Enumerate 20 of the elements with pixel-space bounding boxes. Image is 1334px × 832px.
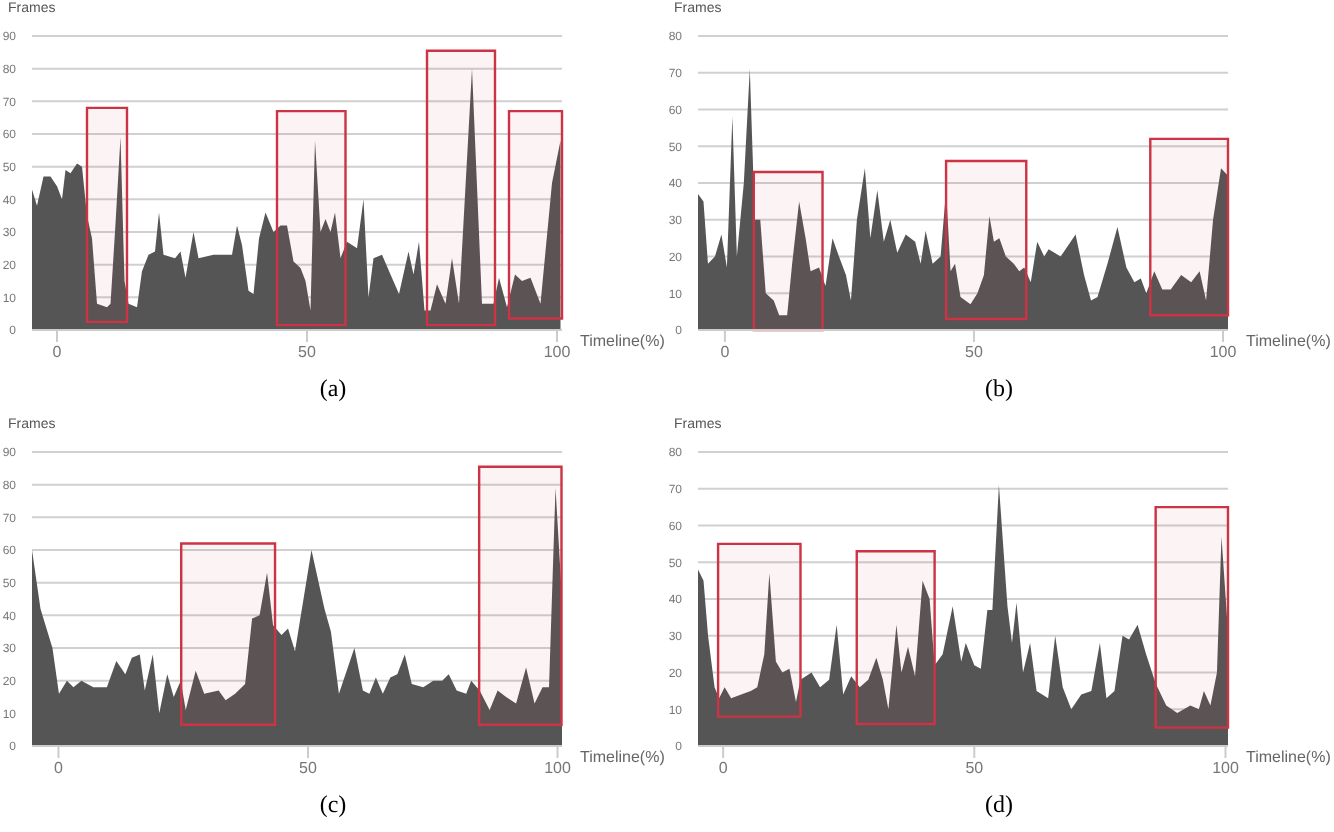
x-tick-label: 50 [965,759,985,778]
x-tick-label: 100 [543,343,572,362]
text: (a) [317,374,349,404]
x-axis-title: Timeline(%) [580,332,665,350]
x-tick-label: 0 [718,759,729,778]
text: (b) [983,374,1015,404]
x-tick-label: 100 [1209,343,1238,362]
x-tick-label: 100 [544,759,572,778]
x-axis-title: Timeline(%) [1246,332,1331,350]
x-tick-label: 50 [298,343,317,362]
text: (d) [983,790,1015,820]
x-tick-label: 0 [720,343,731,362]
text: (c) [317,790,349,820]
x-axis-title: Timeline(%) [1246,748,1331,766]
x-tick-label: 0 [54,759,64,778]
x-tick-label: 100 [1212,759,1240,778]
x-tick-label: 0 [52,343,63,362]
x-tick-label: 50 [965,343,984,362]
x-axis-title: Timeline(%) [580,748,665,766]
x-tick-label: 50 [299,759,318,778]
